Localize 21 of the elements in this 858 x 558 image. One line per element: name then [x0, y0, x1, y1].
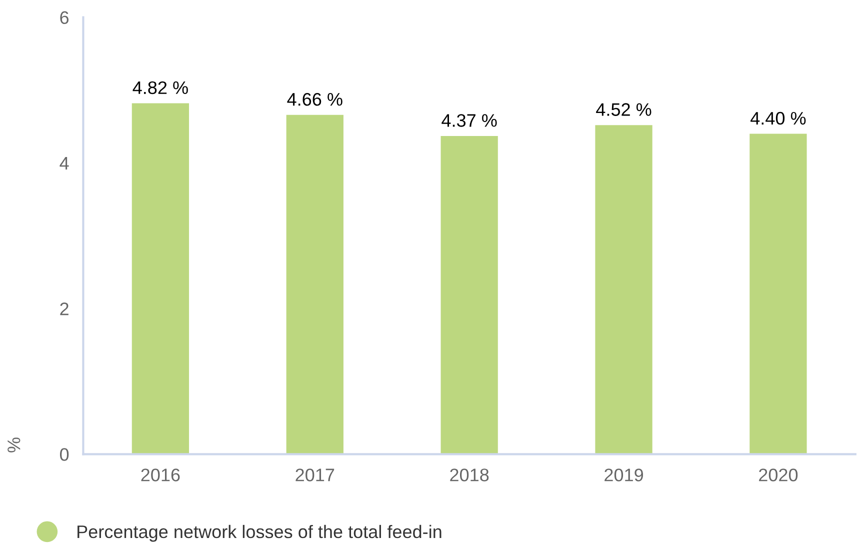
bar	[595, 125, 652, 454]
x-tick-label: 2018	[450, 468, 489, 482]
x-tick-label: 2020	[759, 468, 798, 482]
y-tick-label: 2	[60, 302, 68, 316]
x-tick-label: 2019	[604, 468, 643, 482]
y-tick-label: 0	[60, 448, 69, 461]
x-tick-label: 2016	[141, 468, 180, 482]
bar	[440, 136, 498, 454]
data-label: 4.82 %	[132, 81, 188, 94]
data-label: 4.66 %	[287, 92, 342, 106]
y-tick-label: 4	[60, 157, 69, 170]
bar	[132, 103, 190, 454]
legend-label: Percentage network losses of the total feed-in	[78, 524, 442, 542]
y-tick-label: 6	[60, 11, 69, 24]
bar	[286, 114, 344, 454]
y-axis-title: %	[8, 438, 20, 452]
bar	[750, 134, 807, 454]
data-label: 4.40 %	[750, 112, 806, 125]
data-label: 4.52 %	[596, 103, 652, 116]
x-tick-label: 2017	[296, 468, 334, 482]
data-label: 4.37 %	[442, 114, 497, 127]
